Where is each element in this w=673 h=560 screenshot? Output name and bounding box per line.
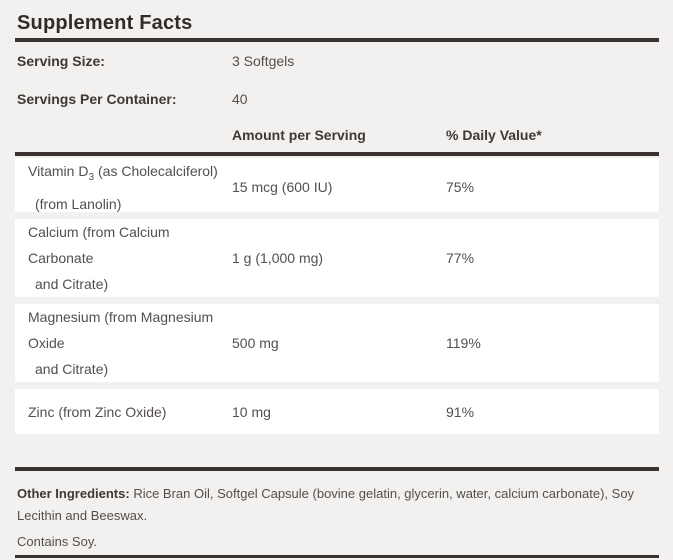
column-header-daily-value: % Daily Value* — [446, 127, 542, 143]
nutrient-name: Magnesium (from Magnesium Oxide and Citr… — [28, 304, 232, 382]
bottom-border — [15, 555, 659, 558]
nutrient-name-line: Magnesium (from Magnesium — [28, 309, 214, 325]
nutrient-name: Zinc (from Zinc Oxide) — [28, 399, 232, 425]
nutrient-daily-value: 75% — [446, 179, 475, 196]
nutrient-amount: 1 g (1,000 mg) — [232, 250, 324, 266]
nutrient-name-line: Vitamin D3 (as Cholecalciferol) — [28, 163, 218, 183]
servings-per-container-value: 40 — [232, 91, 248, 107]
nutrient-name-line: Oxide — [28, 335, 65, 351]
nutrient-amount: 500 mg — [232, 335, 279, 351]
nutrient-amount: 10 mg — [232, 403, 271, 420]
header-divider — [15, 152, 659, 156]
nutrient-name-line: Zinc (from Zinc Oxide) — [28, 403, 167, 420]
page-title: Supplement Facts — [17, 12, 193, 34]
nutrient-name-line: and Citrate) — [35, 361, 109, 377]
nutrient-row-magnesium: Magnesium (from Magnesium Oxide and Citr… — [15, 304, 659, 382]
subscript: 3 — [88, 171, 94, 183]
footer-divider — [15, 467, 659, 471]
nutrient-row-zinc: Zinc (from Zinc Oxide) 10 mg 91% — [15, 389, 659, 434]
serving-size-row: Serving Size: 3 Softgels — [0, 42, 673, 80]
nutrient-row-vitamin-d3: Vitamin D3 (as Cholecalciferol) (from Lan… — [15, 158, 659, 212]
serving-size-label: Serving Size: — [17, 53, 105, 69]
servings-per-container-row: Servings Per Container: 40 — [0, 80, 673, 118]
nutrient-daily-value: 77% — [446, 250, 475, 266]
nutrient-name-line: and Citrate) — [35, 276, 109, 292]
column-header-amount: Amount per Serving — [232, 127, 366, 143]
other-ingredients-text: Rice Bran Oil, Softgel Capsule (bovine g… — [17, 486, 635, 523]
nutrient-daily-value: 119% — [446, 335, 481, 351]
title-divider — [15, 38, 659, 42]
contains-statement: Contains Soy. — [17, 534, 97, 549]
nutrient-name-line: (from Lanolin) — [35, 195, 122, 212]
nutrient-name-line: Carbonate — [28, 250, 94, 266]
column-header-row: Amount per Serving % Daily Value* — [0, 118, 673, 152]
other-ingredients: Other Ingredients: Rice Bran Oil, Softge… — [17, 483, 648, 527]
nutrient-daily-value: 91% — [446, 403, 475, 420]
other-ingredients-label: Other Ingredients: — [17, 486, 130, 501]
nutrient-amount: 15 mcg (600 IU) — [232, 179, 333, 196]
nutrient-row-calcium: Calcium (from Calcium Carbonate and Citr… — [15, 219, 659, 297]
servings-per-container-label: Servings Per Container: — [17, 91, 177, 107]
nutrient-name-line: Calcium (from Calcium — [28, 224, 170, 240]
serving-size-value: 3 Softgels — [232, 53, 295, 69]
nutrient-name: Calcium (from Calcium Carbonate and Citr… — [28, 219, 232, 297]
nutrient-name: Vitamin D3 (as Cholecalciferol) (from Lan… — [28, 158, 232, 217]
nutrient-rows: Vitamin D3 (as Cholecalciferol) (from Lan… — [0, 158, 673, 434]
